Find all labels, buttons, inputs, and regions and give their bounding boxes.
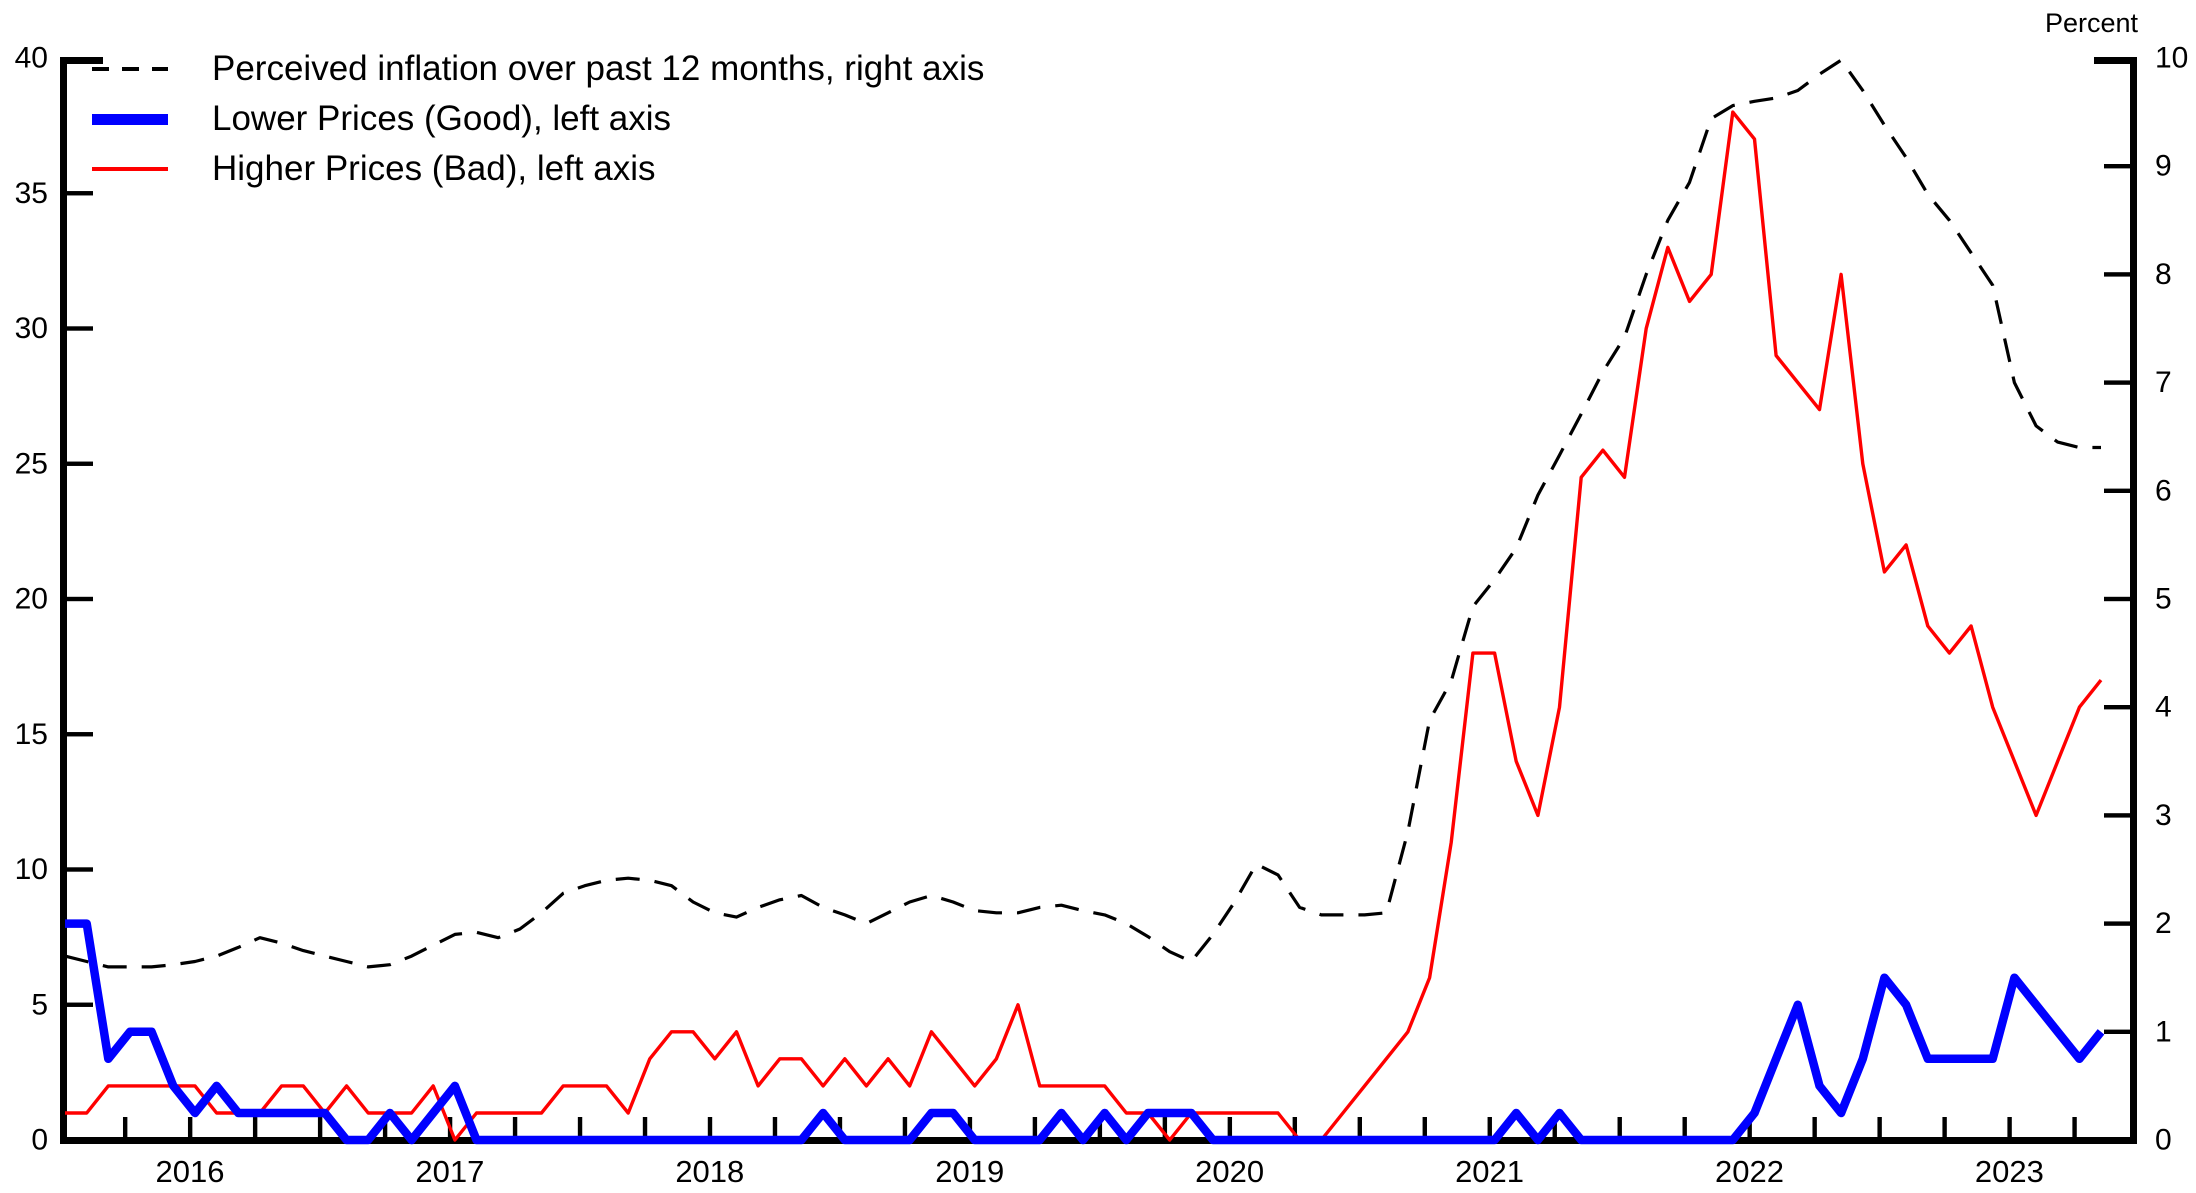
right-axis-tick-label: 7: [2155, 366, 2172, 399]
x-axis-quarter-tick: [1552, 1117, 1557, 1137]
x-axis-year-label: 2020: [1195, 1154, 1264, 1189]
red-line-sample: [92, 167, 168, 171]
right-axis-tick: [2104, 705, 2130, 710]
right-axis-tick-label: 2: [2155, 907, 2172, 940]
x-axis-quarter-tick: [1357, 1117, 1362, 1137]
dashed-line-sample: [92, 67, 168, 71]
right-axis-tick-label: 9: [2155, 150, 2172, 183]
x-axis-quarter-tick: [317, 1117, 323, 1137]
left-axis-tick: [67, 596, 93, 602]
higher-prices-line: [65, 110, 2103, 1142]
left-axis-tick-label: 10: [15, 853, 48, 886]
x-axis-quarter-tick: [772, 1117, 778, 1137]
left-axis-tick: [67, 191, 93, 196]
x-axis-quarter-tick: [382, 1117, 388, 1137]
x-axis-quarter-tick: [187, 1117, 193, 1137]
legend-item: Lower Prices (Good), left axis: [92, 94, 984, 144]
legend-item-label: Higher Prices (Bad), left axis: [212, 149, 656, 188]
x-axis-quarter-tick: [577, 1117, 583, 1137]
right-axis-tick-label: 1: [2155, 1015, 2172, 1048]
x-axis-quarter-tick: [1812, 1117, 1817, 1137]
right-axis-tick-label: 3: [2155, 799, 2172, 832]
perceived-inflation-line: [64, 58, 2101, 969]
left-axis-tick-label: 35: [15, 177, 48, 210]
x-axis-quarter-tick: [1162, 1117, 1168, 1137]
x-axis-quarter-tick: [902, 1117, 908, 1137]
left-axis-tick-label: 30: [15, 312, 48, 345]
right-axis-spine: [2130, 57, 2137, 1144]
right-axis-tick-label: 6: [2155, 474, 2172, 507]
x-axis-quarter-tick: [2072, 1117, 2077, 1137]
x-axis-year-label: 2017: [415, 1154, 484, 1189]
x-axis-quarter-tick: [1487, 1117, 1492, 1137]
left-axis-tick: [67, 461, 93, 466]
right-axis-tick-label: 0: [2155, 1124, 2172, 1157]
x-axis-quarter-tick: [2007, 1117, 2012, 1137]
left-axis-tick-label: 20: [15, 583, 48, 616]
right-axis-tick: [2104, 164, 2130, 169]
legend-item: Higher Prices (Bad), left axis: [92, 144, 984, 194]
x-axis-quarter-tick: [1097, 1117, 1103, 1137]
x-axis-year-label: 2021: [1455, 1154, 1524, 1189]
left-axis-tick-label: 40: [15, 42, 48, 75]
right-axis-tick: [2104, 272, 2130, 277]
right-axis-tick: [2104, 813, 2130, 818]
x-axis-year-label: 2016: [155, 1154, 224, 1189]
x-axis-spine: [60, 1137, 2137, 1144]
x-axis-quarter-tick: [1877, 1117, 1882, 1137]
right-axis-tick-label: 8: [2155, 258, 2172, 291]
right-axis-tick: [2104, 921, 2130, 926]
x-axis-quarter-tick: [1617, 1117, 1622, 1137]
right-axis-tick-label: 10: [2155, 42, 2188, 75]
left-axis-tick: [67, 867, 93, 872]
x-axis-year-label: 2019: [935, 1154, 1004, 1189]
x-axis-quarter-tick: [1292, 1117, 1298, 1137]
x-axis-quarter-tick: [642, 1117, 648, 1137]
right-axis-tick: [2104, 380, 2130, 385]
x-axis-quarter-tick: [1942, 1117, 1947, 1137]
left-axis-top-cap: [67, 57, 103, 64]
left-axis-spine: [60, 57, 67, 1144]
left-axis-tick: [67, 326, 93, 331]
legend: Perceived inflation over past 12 months,…: [92, 44, 984, 194]
x-axis-quarter-tick: [252, 1117, 258, 1137]
right-axis-tick-label: 4: [2155, 691, 2172, 724]
lower-prices-line: [65, 919, 2105, 1145]
x-axis-quarter-tick: [1682, 1117, 1687, 1137]
x-axis-quarter-tick: [512, 1117, 518, 1137]
right-axis-title: Percent: [2044, 8, 2138, 38]
legend-item: Perceived inflation over past 12 months,…: [92, 44, 984, 94]
left-axis-tick-label: 5: [31, 988, 48, 1021]
right-axis-tick-label: 5: [2155, 583, 2172, 616]
left-axis-tick: [67, 732, 93, 737]
right-axis-top-cap: [2094, 57, 2130, 64]
right-axis-tick: [2104, 488, 2130, 493]
left-axis-tick-label: 0: [31, 1124, 48, 1157]
x-axis-quarter-tick: [122, 1117, 128, 1137]
x-axis-quarter-tick: [707, 1117, 713, 1137]
x-axis-quarter-tick: [967, 1117, 973, 1137]
x-axis-quarter-tick: [1032, 1117, 1038, 1137]
x-axis-quarter-tick: [837, 1117, 843, 1137]
x-axis-quarter-tick: [1747, 1117, 1752, 1137]
x-axis-year-label: 2018: [675, 1154, 744, 1189]
x-axis-quarter-tick: [1227, 1117, 1233, 1137]
x-axis-year-label: 2022: [1715, 1154, 1784, 1189]
x-axis-quarter-tick: [1422, 1117, 1427, 1137]
x-axis-year-label: 2023: [1975, 1154, 2044, 1189]
left-axis-tick-label: 15: [15, 718, 48, 751]
left-axis-tick: [67, 1002, 93, 1007]
left-axis-tick-label: 25: [15, 447, 48, 480]
blue-line-sample: [92, 113, 168, 125]
right-axis-tick: [2104, 596, 2130, 602]
legend-item-label: Lower Prices (Good), left axis: [212, 99, 672, 138]
right-axis-tick: [2104, 1029, 2130, 1034]
legend-item-label: Perceived inflation over past 12 months,…: [212, 49, 985, 88]
